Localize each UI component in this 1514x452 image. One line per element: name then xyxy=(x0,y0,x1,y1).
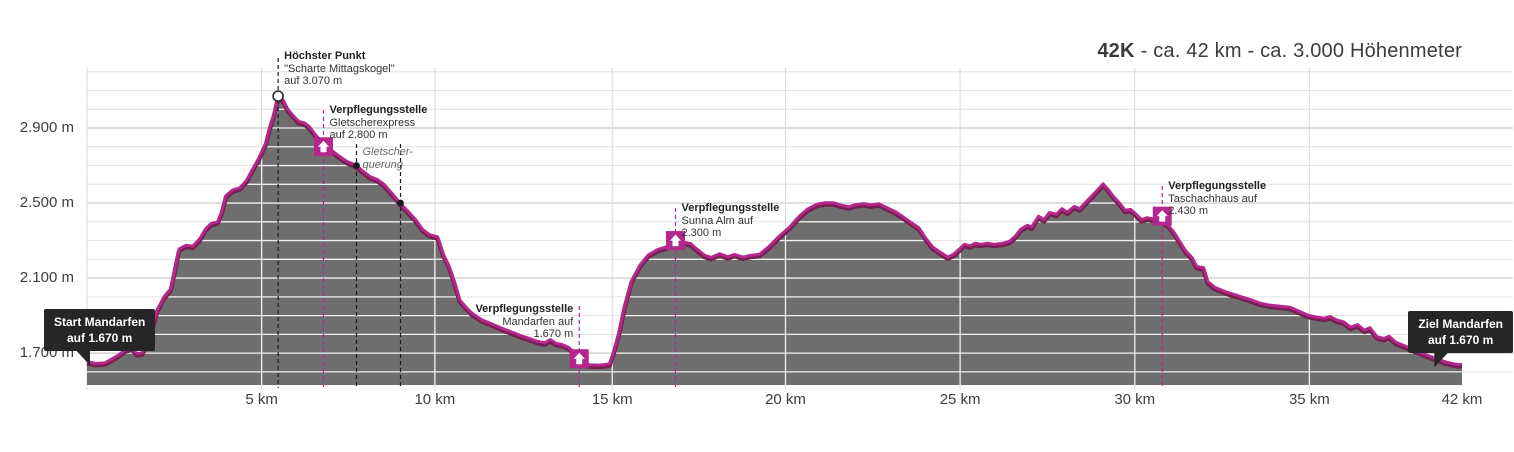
x-tick-label-5-km: 5 km xyxy=(245,391,278,408)
vp-taschachhaus-aid-station-marker xyxy=(1152,206,1172,226)
gletscherquerung-dot-start xyxy=(353,162,360,169)
gletscherquerung-label: Gletscher-querung xyxy=(363,146,414,171)
vp-taschachhaus-label-line3: 2.430 m xyxy=(1168,205,1208,217)
y-tick-label-2500: 2.500 m xyxy=(19,194,74,212)
vp-taschachhaus-label: Verpflegungsstelle Taschachhaus auf 2.430 … xyxy=(1168,180,1266,218)
elevation-line xyxy=(86,94,1463,367)
gletscherquerung-dot-end xyxy=(397,199,404,207)
title-text: - ca. 42 km - ca. 3.000 Höhenmeter xyxy=(1140,40,1462,62)
vp-gletscherexpress-aid-station-marker xyxy=(314,137,333,157)
aid-station-icon xyxy=(318,140,329,153)
start-callout-line2: auf 1.670 m xyxy=(66,331,133,346)
vp-sunna-alm-label-line1: Verpflegungsstelle xyxy=(681,202,780,214)
vp-gletscherexpress-label: Verpflegungsstelle Gletscherexpress auf 2.… xyxy=(330,104,428,142)
x-tick-label-42-km: 42 km xyxy=(1441,391,1483,408)
summit-marker xyxy=(272,90,284,102)
aid-station-icon xyxy=(670,234,681,247)
hoechster-punkt-label: Höchster Punkt "Scharte Mittagskogel" auf … xyxy=(284,50,395,88)
vp-taschachhaus-label-line2: Taschachhaus auf xyxy=(1168,192,1257,205)
hoechster-punkt-label-line3: auf 3.070 m xyxy=(284,75,343,87)
x-tick-label-20-km: 20 km xyxy=(765,391,806,408)
y-tick-label-2100: 2.100 m xyxy=(19,269,74,287)
gletscherquerung-label-line2: querung xyxy=(362,158,403,171)
vp-mandarfen-label-line3: 1.670 m xyxy=(533,328,574,340)
vp-gletscherexpress-label-line2: Gletscherexpress xyxy=(329,116,416,129)
aid-station-icon xyxy=(1156,210,1168,222)
start-callout-line1: Start Mandarfen xyxy=(54,315,146,329)
vp-mandarfen-label-line1: Verpflegungsstelle xyxy=(475,303,574,315)
vp-mandarfen-label: Verpflegungsstelle Mandarfen auf 1.670 m xyxy=(475,303,573,341)
vp-gletscherexpress-label-line3: auf 2.800 m xyxy=(329,129,388,141)
x-tick-label-35-km: 35 km xyxy=(1288,391,1330,408)
vp-mandarfen-aid-station-marker xyxy=(569,349,589,369)
x-tick-label-10-km: 10 km xyxy=(414,391,456,408)
ziel-callout: Ziel Mandarfen auf 1.670 m xyxy=(1408,311,1513,368)
chart-title: 42K - ca. 42 km - ca. 3.000 Höhenmeter xyxy=(1097,40,1462,63)
x-tick-label-15-km: 15 km xyxy=(591,391,633,408)
vp-mandarfen-label-line2: Mandarfen auf xyxy=(502,315,574,328)
hoechster-punkt-label-line1: Höchster Punkt xyxy=(284,50,366,62)
x-tick-label-25-km: 25 km xyxy=(939,391,981,408)
start-callout: Start Mandarfen auf 1.670 m xyxy=(44,309,156,366)
x-tick-label-30-km: 30 km xyxy=(1114,391,1156,408)
vp-gletscherexpress-label-line1: Verpflegungsstelle xyxy=(329,104,428,116)
race-distance-badge: 42K xyxy=(1097,40,1135,62)
vp-sunna-alm-aid-station-marker xyxy=(666,231,685,251)
gletscherquerung-label-line1: Gletscher- xyxy=(362,146,414,158)
aid-station-icon xyxy=(573,352,585,365)
ziel-callout-line2: auf 1.670 m xyxy=(1427,333,1494,348)
vp-sunna-alm-label-line2: Sunna Alm auf xyxy=(681,214,754,227)
elevation-area xyxy=(87,96,1462,385)
vp-sunna-alm-label: Verpflegungsstelle Sunna Alm auf 2.300 m xyxy=(682,202,780,240)
vp-sunna-alm-label-line3: 2.300 m xyxy=(681,227,722,239)
hoechster-punkt-label-line2: "Scharte Mittagskogel" xyxy=(284,62,395,75)
ziel-callout-line1: Ziel Mandarfen xyxy=(1418,317,1503,331)
y-tick-label-2900: 2.900 m xyxy=(19,119,74,137)
vp-taschachhaus-label-line1: Verpflegungsstelle xyxy=(1168,180,1267,192)
